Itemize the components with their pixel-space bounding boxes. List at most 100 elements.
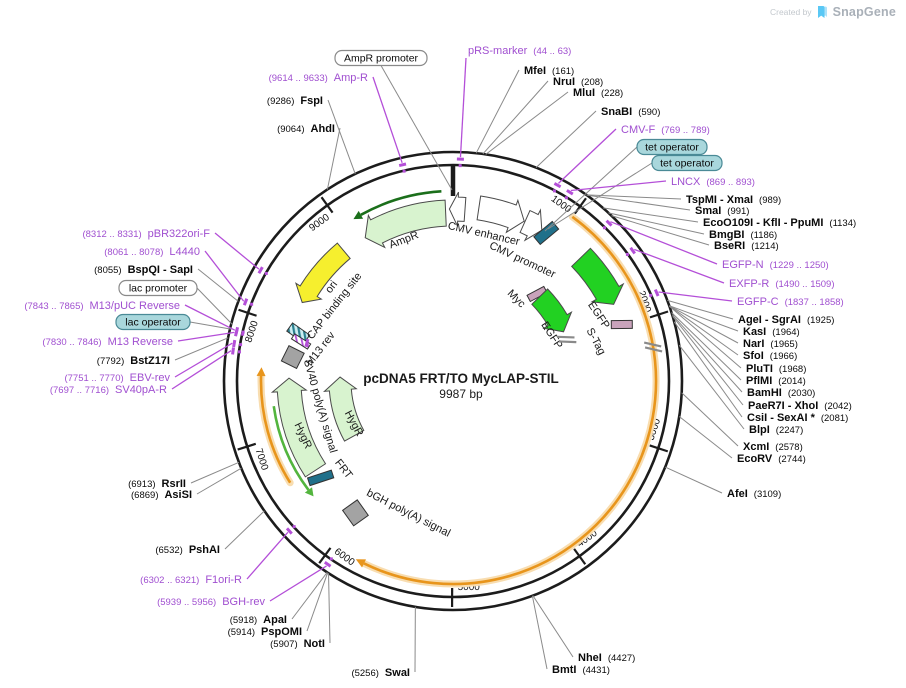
feature-tet-operator-block — [533, 220, 560, 246]
orf-arc-2 — [272, 406, 310, 491]
feature-ampr-promoter-arrow — [448, 191, 467, 227]
callout-ebv-rev: (7751 .. 7770) EBV-rev — [64, 372, 170, 384]
callout-name-prs-marker: pRS-marker — [468, 45, 528, 57]
feature-frt — [306, 469, 335, 487]
feature-sv40-poly-a-signal-rect — [280, 344, 305, 370]
callout-name-snabi: SnaBI — [601, 106, 632, 118]
callout-value-ecorv: (2744) — [778, 454, 805, 465]
feature-ampr — [364, 199, 447, 249]
callout-line-snabi — [535, 110, 597, 168]
callout-value-ahdi: (9064) — [277, 124, 304, 135]
callout-line-sfoi — [669, 305, 739, 356]
callout-name-nari: NarI — [743, 338, 764, 350]
feature-label-myc: Myc — [505, 288, 528, 311]
callout-agei-sgrai: AgeI - SgrAI (1925) — [738, 314, 834, 326]
callout-name-afei: AfeI — [727, 488, 748, 500]
callout-bseri: BseRI (1214) — [714, 240, 779, 252]
callout-line-blpi — [678, 344, 745, 430]
callout-box-tet-operator — [636, 138, 708, 156]
callout-line-prs-marker — [459, 57, 467, 158]
callout-line-xcmi — [681, 392, 739, 447]
callout-name-agei-sgrai: AgeI - SgrAI — [738, 314, 801, 326]
callout-value-m13-puc-reverse: (7843 .. 7865) — [24, 301, 83, 312]
primer-mark-bgh-rev — [323, 561, 332, 568]
callout-value-bspqi-sapi: (8055) — [94, 265, 121, 276]
feature-label-egfp-outer: EGFP — [585, 300, 612, 332]
primer-mark-dot-exfp-r — [625, 252, 629, 256]
primer-mark-bar-amp-r — [398, 162, 407, 168]
callout-line-pspomi — [306, 572, 329, 632]
break-mark-0-0 — [556, 335, 575, 339]
callout-line-bstz17i — [174, 337, 229, 361]
callout-value-prs-marker: (44 .. 63) — [533, 46, 571, 57]
callout-name-m13-reverse: M13 Reverse — [108, 336, 173, 348]
callout-exfp-r: EXFP-R (1490 .. 1509) — [729, 278, 835, 290]
callout-value-bmti: (4431) — [582, 665, 609, 676]
callout-name-egfp-c: EGFP-C — [737, 296, 779, 308]
primer-mark-egfp-c — [653, 288, 660, 297]
callout-lncx: LNCX (869 .. 893) — [671, 176, 755, 188]
callout-line-egfp-n — [610, 221, 718, 265]
callout-box-label-lac-promoter: lac promoter — [129, 283, 188, 295]
callout-line-lac-operator — [189, 321, 232, 330]
callout-line-pshai — [224, 510, 265, 550]
callout-name-nhei: NheI — [578, 652, 602, 664]
callout-name-smai: SmaI — [695, 205, 721, 217]
callout-tspmi-xmai: TspMI - XmaI (989) — [686, 194, 781, 206]
primer-mark-bar-cmv-f — [553, 182, 562, 189]
callout-value-bamhi: (2030) — [788, 388, 815, 399]
callout-box-label-tet-operator: tet operator — [645, 142, 699, 154]
callout-box-label-ampr-promoter: AmpR promoter — [344, 53, 419, 65]
feature-bgh-poly-a-signal-rect — [341, 499, 369, 527]
callout-value-cmv-f: (769 .. 789) — [661, 125, 710, 136]
callout-bmti: BmtI (4431) — [552, 664, 610, 676]
callout-afei: AfeI (3109) — [727, 488, 781, 500]
callout-line-bseri — [611, 215, 710, 246]
callout-value-pluti: (1968) — [779, 364, 806, 375]
callout-name-paer7i-xhoi: PaeR7I - XhoI — [748, 400, 818, 412]
tick-label-6000: 6000 — [332, 546, 357, 568]
primer-mark-dot-cmv-f — [552, 189, 556, 193]
callout-name-pshai: PshAI — [189, 544, 220, 556]
callout-name-ecoo109i-kfli-ppumi: EcoO109I - KflI - PpuMI — [703, 217, 823, 229]
primer-mark-dot-lncx — [564, 196, 568, 200]
primer-mark-dot-m13-reverse — [241, 332, 245, 336]
callout-value-snabi: (590) — [638, 107, 660, 118]
primer-mark-dot-egfp-n — [602, 226, 606, 230]
primer-mark-bar-egfp-n — [605, 219, 613, 227]
tick-4000 — [573, 548, 587, 565]
callout-name-blpi: BlpI — [749, 424, 770, 436]
callout-bmgbi: BmgBI (1186) — [709, 229, 777, 241]
callout-name-rsrii: RsrII — [162, 478, 186, 490]
callout-m13-reverse: (7830 .. 7846) M13 Reverse — [42, 336, 173, 348]
callout-egfp-n: EGFP-N (1229 .. 1250) — [722, 259, 829, 271]
primer-mark-pbr322ori-f — [257, 266, 264, 274]
plasmid-ring-outer — [222, 150, 684, 612]
callout-line-m13-reverse — [177, 331, 235, 342]
callout-line-pbr322ori-f — [214, 232, 260, 270]
callout-mlui: MluI (228) — [573, 87, 623, 99]
callout-line-egfp-c — [658, 291, 733, 302]
break-mark-1-1 — [644, 346, 663, 353]
callout-csii-sexai: CsiI - SexAI * (2081) — [747, 412, 848, 424]
snapgene-logo-icon — [817, 6, 827, 18]
callout-bamhi: BamHI (2030) — [747, 387, 815, 399]
feature-egfp-outer — [570, 247, 625, 305]
callout-box-lac-operator — [115, 313, 191, 331]
tick-7000 — [237, 442, 257, 451]
callout-box-tet-operator — [651, 154, 723, 172]
primer-mark-dot-sv40pa-r — [237, 350, 241, 354]
feature-cmv-promoter — [519, 208, 543, 242]
callout-value-pbr322ori-f: (8312 .. 8331) — [82, 229, 141, 240]
snapgene-credit: Created by SnapGene — [770, 5, 896, 19]
tick-6000 — [318, 547, 332, 564]
primer-mark-ebv-rev — [232, 339, 237, 348]
callout-line-mlui — [485, 91, 569, 155]
callout-value-rsrii: (6913) — [128, 479, 155, 490]
primer-mark-dot-pbr322ori-f — [264, 271, 268, 275]
orf-arrowhead-2 — [304, 487, 314, 497]
callout-line-bgh-rev — [269, 565, 327, 602]
break-mark-1-0 — [643, 341, 662, 348]
callout-value-swai: (5256) — [351, 668, 378, 679]
